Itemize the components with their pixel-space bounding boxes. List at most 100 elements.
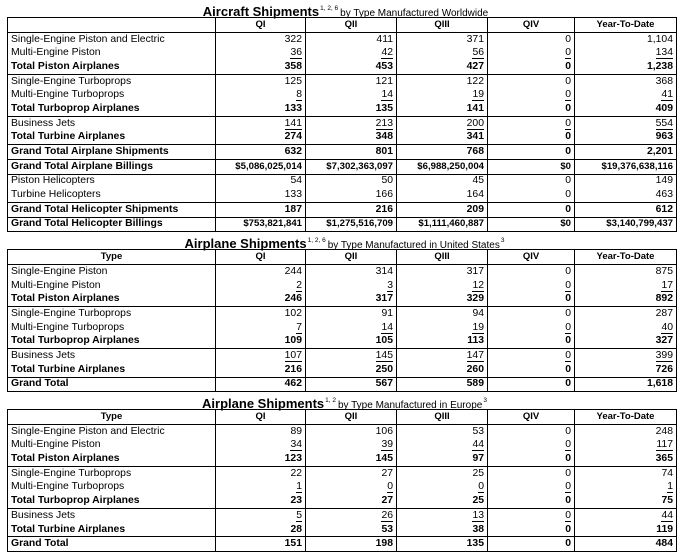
value: 0 [565,117,571,130]
value-cell: 44 [574,507,677,523]
value: 1 [296,481,302,494]
value-cell: 0 [487,480,575,495]
value-cell: 768 [396,144,488,160]
value: 0 [565,321,571,334]
value: 12 [472,279,484,292]
value-cell: 41 [574,88,677,103]
title-rest: by Type Manufactured in Europe [337,400,483,412]
value-cell: 358 [215,60,306,75]
value-cell: 121 [305,73,397,89]
value-cell: 27 [305,494,397,509]
table-row: Multi-Engine Turboprops 1 0 0 0 1 [7,480,677,495]
table-title: Aircraft Shipments1, 2, 6 by Type Manufac… [6,0,685,19]
value-cell: 2,201 [574,144,677,160]
value: 13 [472,509,484,522]
value-cell: 28 [215,522,306,537]
header-cell: Year-To-Date [574,409,677,425]
row-label: Grand Total Airplane Shipments [7,144,216,160]
value-cell: 0 [487,334,575,349]
value-cell: $6,988,250,004 [396,158,488,175]
value-cell: 427 [396,60,488,75]
row-label: Grand Total [7,376,216,392]
value-cell: 1 [574,480,677,495]
value-cell: 94 [396,306,488,321]
value-cell: 371 [396,32,488,47]
value-cell: 102 [215,306,306,321]
value-cell: 1,618 [574,376,677,392]
table-row: Grand Total Airplane Shipments 632 801 768 0… [7,144,677,160]
value-cell: 40 [574,320,677,335]
row-label: Single-Engine Piston [7,264,216,279]
value-cell: 274 [215,130,306,145]
value: 1 [667,481,673,494]
value-cell: 348 [305,130,397,145]
row-label: Total Turbine Airplanes [7,522,216,537]
title-footnote: 1, 2, 6 [320,5,339,12]
value-cell: 7 [215,320,306,335]
value-cell: 567 [305,376,397,392]
value: 0 [565,439,571,452]
value-cell: 209 [396,201,488,218]
title-main: Airplane Shipments [184,236,307,252]
value-cell: 260 [396,362,488,377]
shipments-table: QI QII QIII QIV Year-To-Date Single-Engine Pi… [7,17,677,233]
value-cell: 0 [487,320,575,335]
value-cell: 0 [487,46,575,61]
header-cell: QIV [487,249,575,265]
value-cell: 463 [574,188,677,203]
header-cell: QI [215,249,306,265]
header-row: Type QI QII QIII QIV Year-To-Date [7,249,677,265]
value: 8 [296,89,302,102]
table-row: Total Piston Airplanes 123 145 97 0 365 [7,452,677,467]
value-cell: 14 [305,88,397,103]
table-row: Single-Engine Piston 244 314 317 0 875 [7,264,677,279]
value-cell: 216 [215,362,306,377]
table-row: Business Jets 107 145 147 0 399 [7,348,677,363]
value: 34 [290,439,302,452]
value-cell: 0 [487,348,575,363]
value-cell: 213 [305,115,397,131]
value: 0 [565,47,571,60]
value-cell: 13 [396,507,488,523]
header-row: Type QI QII QIII QIV Year-To-Date [7,409,677,425]
value-cell: 26 [305,507,397,523]
value-cell: 54 [215,173,306,189]
table-row: Total Piston Airplanes 246 317 329 0 892 [7,292,677,307]
value-cell: 123 [215,452,306,467]
table-row: Total Turbine Airplanes 216 250 260 0 726 [7,362,677,377]
row-label: Business Jets [7,507,216,523]
value-cell: 25 [396,494,488,509]
value-cell: 399 [574,348,677,363]
value-cell: 0 [487,60,575,75]
header-cell: QII [305,409,397,425]
value-cell: 53 [305,522,397,537]
value-cell: 0 [487,507,575,523]
row-label: Total Turbine Airplanes [7,130,216,145]
row-label: Single-Engine Turboprops [7,73,216,89]
value-cell: 0 [487,438,575,453]
row-label: Single-Engine Turboprops [7,465,216,481]
table-row: Single-Engine Piston and Electric 89 106 53… [7,424,677,439]
value-cell: 36 [215,46,306,61]
table-row: Single-Engine Turboprops 125 121 122 0 368 [7,73,677,89]
value-cell: 1 [215,480,306,495]
value-cell: 0 [487,424,575,439]
value-cell: 164 [396,188,488,203]
value-cell: 1,238 [574,60,677,75]
value-cell: 23 [215,494,306,509]
value-cell: 19 [396,320,488,335]
value-cell: 74 [574,465,677,481]
row-label: Total Turboprop Airplanes [7,102,216,117]
value-cell: $19,376,638,116 [574,158,677,175]
table-row: Total Piston Airplanes 358 453 427 0 1,238 [7,60,677,75]
value: 7 [296,321,302,334]
value-cell: 135 [396,536,488,552]
value-cell: 0 [487,278,575,293]
header-cell: Year-To-Date [574,17,677,33]
value: 0 [565,509,571,522]
value: 0 [565,279,571,292]
value-cell: 145 [305,452,397,467]
value-cell: 612 [574,201,677,218]
header-cell: QIV [487,409,575,425]
header-cell: Type [7,249,216,265]
